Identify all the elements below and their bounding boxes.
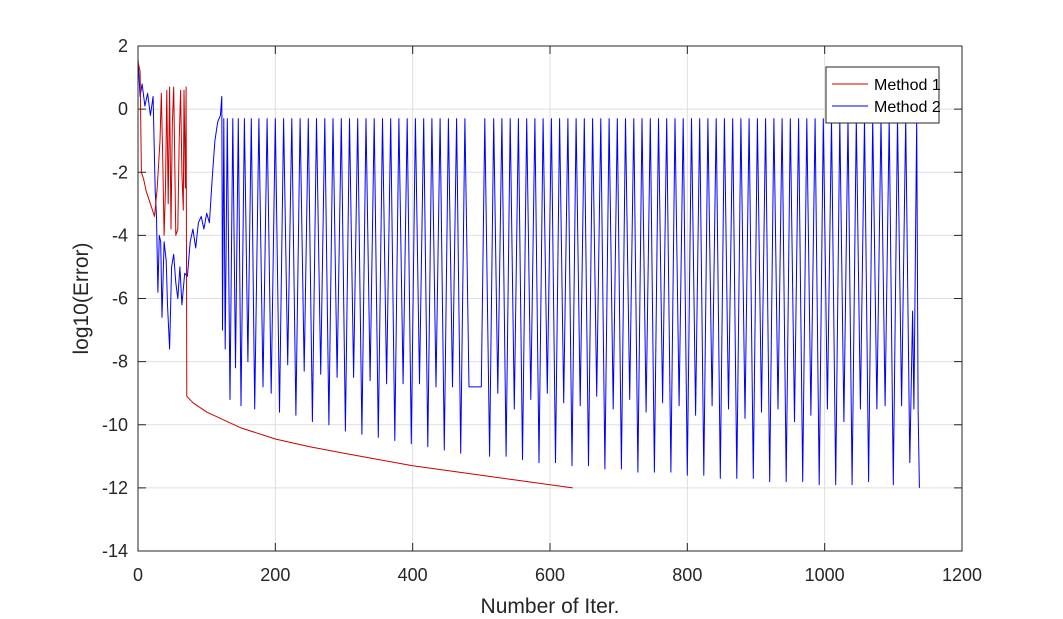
legend: Method 1 Method 2 [825,66,941,124]
x-tick-label: 1200 [942,565,982,585]
x-tick-label: 1000 [805,565,845,585]
y-tick-label: -12 [102,478,128,498]
y-tick-label: 0 [118,99,128,119]
x-axis-label: Number of Iter. [481,595,620,618]
y-tick-label: -10 [102,415,128,435]
series-line-1 [137,61,573,489]
series-line-2 [137,58,920,488]
x-tick-label: 600 [535,565,565,585]
y-tick-label: -4 [112,225,128,245]
y-tick-label: -14 [102,541,128,561]
y-tick-label: -2 [112,162,128,182]
ticks: 0 200 400 600 800 1000 1200 -14 -12 -10 -8 -6 -4 -2 0 2 [102,36,982,585]
y-tick-label: -6 [112,289,128,309]
legend-box [825,66,940,124]
y-tick-label: 2 [118,36,128,56]
y-axis-label: log10(Error) [70,242,93,354]
x-tick-label: 0 [133,565,143,585]
x-tick-label: 400 [398,565,428,585]
plot-lines [137,58,920,489]
legend-label-method-2: Method 2 [874,99,941,116]
y-tick-label: -8 [112,352,128,372]
x-tick-label: 800 [672,565,702,585]
x-tick-label: 200 [260,565,290,585]
legend-label-method-1: Method 1 [874,77,941,94]
